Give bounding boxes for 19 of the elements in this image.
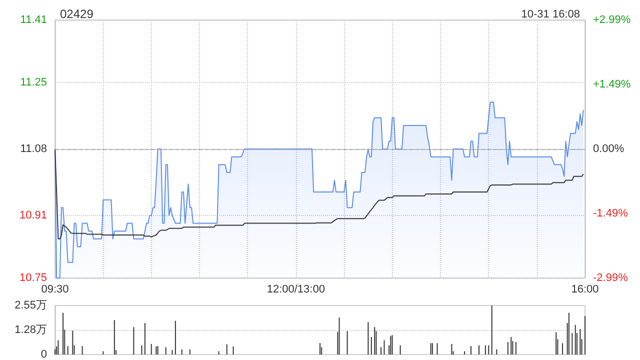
y-tick-label: 11.08: [20, 143, 47, 155]
y-tick-label: 10.91: [19, 209, 47, 222]
x-tick-label: 09:30: [41, 284, 69, 296]
y-tick-label: 11.41: [20, 14, 47, 26]
y2-tick-label: 0.00%: [593, 143, 624, 155]
y-tick-label: 2.55万: [14, 300, 47, 312]
x-tick-label: 12:00/13:00: [266, 284, 325, 296]
y-tick-label: 10.75: [19, 272, 47, 284]
y2-tick-label: +1.49%: [593, 78, 631, 91]
line-series: [54, 148, 584, 240]
y-tick-label: 1.28万: [14, 324, 47, 336]
chart-subtitle: 10-31 16:08: [521, 8, 580, 20]
y2-tick-label: -1.49%: [593, 207, 628, 220]
y2-tick-label: +2.99%: [593, 14, 631, 26]
y-tick-label: 0: [40, 348, 47, 360]
y2-tick-label: -2.99%: [593, 272, 628, 284]
x-tick-label: 16:00: [571, 284, 599, 296]
chart-title: 02429: [60, 7, 94, 21]
y-tick-label: 11.25: [20, 76, 47, 89]
